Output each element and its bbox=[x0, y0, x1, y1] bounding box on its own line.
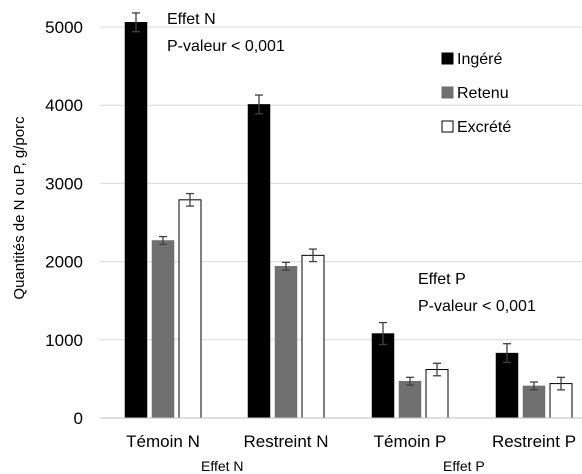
effet-n-annotation-pvalue: P-valeur < 0,001 bbox=[167, 38, 285, 55]
legend-swatch-excrete bbox=[441, 120, 454, 133]
legend-label-ingere: Ingéré bbox=[457, 51, 502, 68]
bars bbox=[124, 22, 573, 419]
bar-ingéré bbox=[124, 22, 148, 419]
error-bars bbox=[132, 12, 565, 391]
y-tick-label: 5000 bbox=[45, 18, 83, 37]
bar-retenu bbox=[522, 385, 546, 419]
legend-label-excrete: Excrété bbox=[457, 119, 511, 136]
legend: Ingéré Retenu Excrété bbox=[441, 51, 511, 136]
y-tick-label: 1000 bbox=[45, 331, 83, 350]
x-tick-label: Témoin N bbox=[126, 432, 200, 451]
y-tick-label: 3000 bbox=[45, 174, 83, 193]
bar-retenu bbox=[398, 380, 422, 419]
bar-excrété bbox=[178, 199, 202, 419]
y-axis-label: Quantités de N ou P, g/porc bbox=[11, 116, 28, 300]
group-label-effet-p: Effet P bbox=[443, 458, 485, 474]
bar-retenu bbox=[151, 240, 175, 419]
effet-p-annotation-title: Effet P bbox=[418, 271, 466, 288]
x-tick-label: Restreint P bbox=[492, 432, 576, 451]
group-label-effet-n: Effet N bbox=[201, 458, 244, 474]
effet-n-annotation-title: Effet N bbox=[167, 11, 216, 28]
legend-swatch-ingere bbox=[441, 52, 454, 65]
x-tick-label: Restreint N bbox=[243, 432, 328, 451]
bar-excrété bbox=[301, 254, 325, 419]
bar-ingéré bbox=[247, 104, 271, 419]
y-tick-label: 4000 bbox=[45, 96, 83, 115]
effet-p-annotation-pvalue: P-valeur < 0,001 bbox=[418, 298, 536, 315]
legend-swatch-retenu bbox=[441, 86, 454, 99]
bar-excrété bbox=[425, 369, 449, 419]
y-tick-label: 2000 bbox=[45, 253, 83, 272]
legend-label-retenu: Retenu bbox=[457, 85, 509, 102]
bar-retenu bbox=[274, 266, 298, 419]
axes: 0 1000 2000 3000 4000 5000 Témoin N Restreint N… bbox=[45, 18, 582, 451]
y-tick-label: 0 bbox=[74, 409, 83, 428]
bar-ingéré bbox=[371, 333, 395, 419]
x-tick-label: Témoin P bbox=[374, 432, 447, 451]
